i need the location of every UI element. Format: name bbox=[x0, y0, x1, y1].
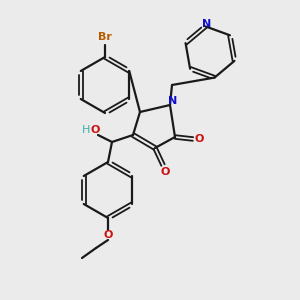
Text: Br: Br bbox=[98, 32, 112, 42]
Text: O: O bbox=[160, 167, 170, 177]
Text: N: N bbox=[202, 20, 211, 29]
Text: H: H bbox=[82, 125, 90, 135]
Text: O: O bbox=[194, 134, 204, 144]
Text: O: O bbox=[103, 230, 113, 240]
Text: N: N bbox=[168, 96, 178, 106]
Text: O: O bbox=[90, 125, 100, 135]
